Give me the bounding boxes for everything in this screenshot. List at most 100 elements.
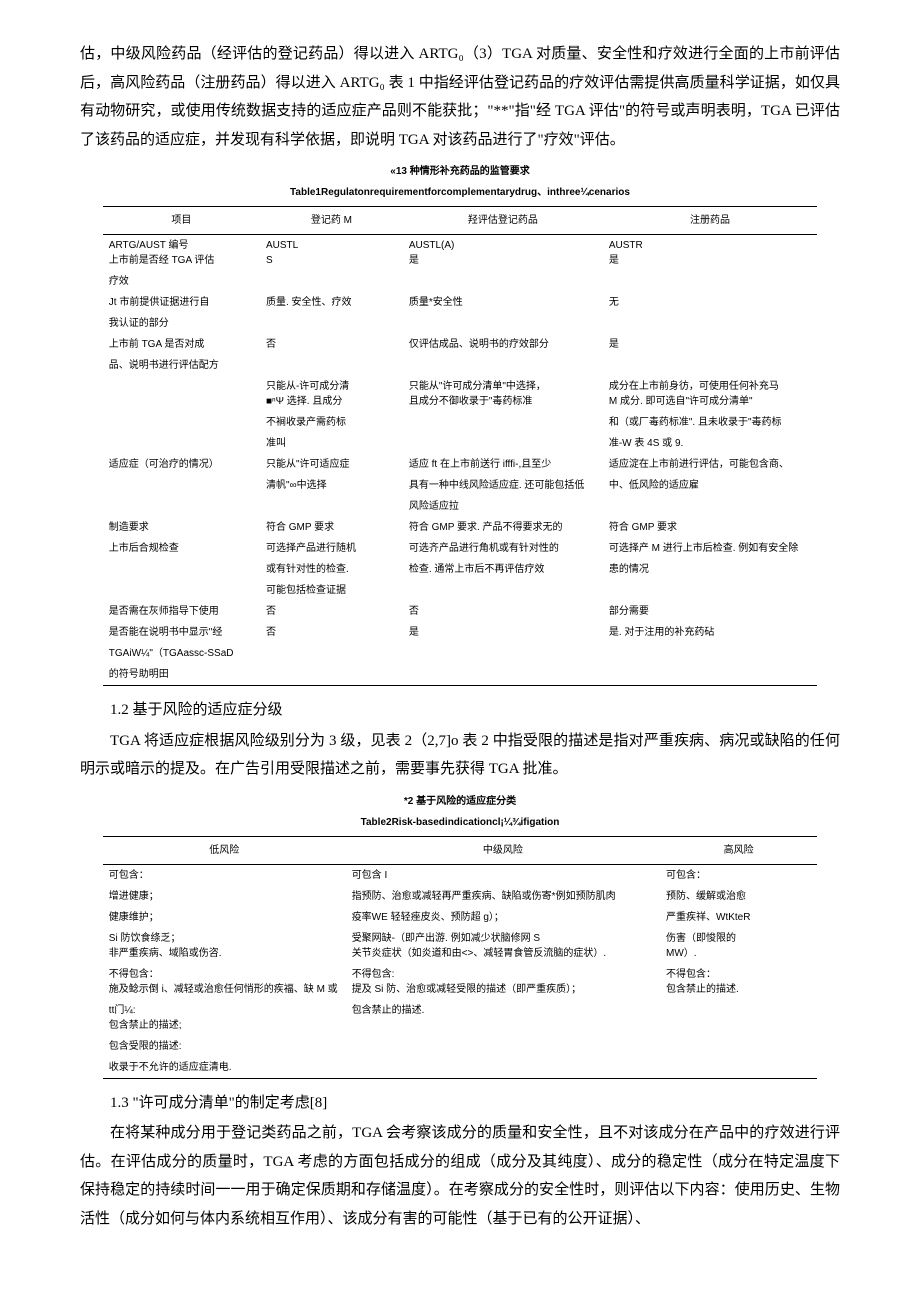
table1-cell: 不裥收录产需药标 xyxy=(260,412,403,433)
table1-cell: 只能从"许可适应症 xyxy=(260,454,403,475)
table1-cell: 可选齐产品进行角机或有针对性的 xyxy=(403,538,603,559)
table2-cell: 疫率WE 轻轻痤皮炎、预防超 g）； xyxy=(346,907,660,928)
table1-cell: 具有一种中线风险适应症. 还可能包括低 xyxy=(403,475,603,496)
table1-cell: 否 xyxy=(260,622,403,643)
table1-cell xyxy=(403,412,603,433)
table2-cell: 不得包含:提及 Si 防、治愈或减轻受限的描述（即严重疾质）； xyxy=(346,964,660,1000)
table1-body: ARTG/AUST 编号上市前是否经 TGA 评估AUSTLSAUSTL(A)是… xyxy=(103,235,817,686)
table1-cell: 患的情况 xyxy=(603,559,817,580)
table1-cell xyxy=(403,580,603,601)
table1-cell: ARTG/AUST 编号上市前是否经 TGA 评估 xyxy=(103,235,260,272)
paragraph-1-2: TGA 将适应症根据风险级别分为 3 级，见表 2（2,7]o 表 2 中指受限… xyxy=(80,727,840,784)
table1-cell: 可选择产品进行随机 xyxy=(260,538,403,559)
table1-cell xyxy=(260,271,403,292)
table1-cell xyxy=(603,664,817,686)
table2-subcaption: Table2Risk-basedindicationcl¡¼¾ifigation xyxy=(80,813,840,832)
table1-cell: 适应淀在上市前进行评估，可能包含商、 xyxy=(603,454,817,475)
table1-cell xyxy=(603,643,817,664)
table1-cell xyxy=(603,355,817,376)
table1-cell xyxy=(260,313,403,334)
table1-cell xyxy=(103,433,260,454)
table1-cell xyxy=(403,271,603,292)
table1-cell: 中、低风险的适应雇 xyxy=(603,475,817,496)
table1-cell: 可选择产 M 进行上市后检查. 例如有安全除 xyxy=(603,538,817,559)
table2-cell: tt门¼:包含禁止的描述; xyxy=(103,1000,346,1036)
table1-cell xyxy=(260,643,403,664)
table2-cell: 不得包含：施及鲶示倒 i、减轻或治愈任何悄形的疾福、缺 M 或 xyxy=(103,964,346,1000)
table1-cell: 成分在上市前身彷，可使用任何补充马M 成分. 即可选自"许可成分清单" xyxy=(603,376,817,412)
table1-cell: 上市前 TGA 是否对成 xyxy=(103,334,260,355)
table1-cell: 只能从"许可成分清单"中选择，且成分不御收录于"毒药标准 xyxy=(403,376,603,412)
table1-cell xyxy=(403,643,603,664)
table2-cell: 严重疾祥、WtKteR xyxy=(660,907,817,928)
table1-cell xyxy=(103,376,260,412)
table1-header-1: 登记药 M xyxy=(260,207,403,235)
table2-cell xyxy=(660,1036,817,1057)
table1-cell: Jt 市前提供证据进行自 xyxy=(103,292,260,313)
intro-paragraph: 估，中级风险药品（经评估的登记药品）得以进入 ARTG₀（3）TGA 对质量、安… xyxy=(80,40,840,154)
table1-cell: 部分需要 xyxy=(603,601,817,622)
table1-cell: 我认证的部分 xyxy=(103,313,260,334)
table2-cell xyxy=(660,1057,817,1079)
table2-cell: Si 防饮食绦乏；非严重疾病、域陷或伤咨. xyxy=(103,928,346,964)
table1-cell xyxy=(603,271,817,292)
table2-body: 可包含：可包含 I可包含：增进健康；指预防、治愈或减轻再严重疾病、缺陷或伤寄*例… xyxy=(103,864,817,1078)
table1-cell: 适应 ft 在上市前送行 ifffi-,且至少 xyxy=(403,454,603,475)
table1-cell xyxy=(103,580,260,601)
table1-cell xyxy=(260,355,403,376)
table2-cell: 指预防、治愈或减轻再严重疾病、缺陷或伤寄*例如预防肌肉 xyxy=(346,886,660,907)
table1-header-2: 羟评估登记药品 xyxy=(403,207,603,235)
heading-1-2: 1.2 基于风险的适应症分级 xyxy=(80,696,840,725)
table1-cell: 检查. 通常上市后不再评佶疗效 xyxy=(403,559,603,580)
table2-cell: 可包含 I xyxy=(346,864,660,886)
table1-cell: 符合 GMP 要求. 产品不得要求无的 xyxy=(403,517,603,538)
table1-cell: 否 xyxy=(260,601,403,622)
table2-cell xyxy=(346,1036,660,1057)
table1-cell xyxy=(103,412,260,433)
table1-cell: AUSTR是 xyxy=(603,235,817,272)
table1-cell: 制造要求 xyxy=(103,517,260,538)
table1-header-3: 注册药品 xyxy=(603,207,817,235)
table1-cell xyxy=(260,496,403,517)
table1: 项目 登记药 M 羟评估登记药品 注册药品 ARTG/AUST 编号上市前是否经… xyxy=(103,206,817,686)
table1-cell xyxy=(103,475,260,496)
table2-cell: 包含受限的描述: xyxy=(103,1036,346,1057)
table2-cell: 收录于不允许的适应症清电. xyxy=(103,1057,346,1079)
table1-cell xyxy=(603,496,817,517)
table1-cell xyxy=(603,580,817,601)
table1-cell: 适应症（可治疗的情况） xyxy=(103,454,260,475)
table1-cell: 符合 GMP 要求 xyxy=(603,517,817,538)
table1-cell: 疗效 xyxy=(103,271,260,292)
table1-subcaption: Table1Regulatonrequirementforcomplementa… xyxy=(80,183,840,202)
table2-cell: 伤害（即悛限的MW）. xyxy=(660,928,817,964)
table1-cell xyxy=(403,664,603,686)
table1-cell: 是 xyxy=(603,334,817,355)
table1-cell xyxy=(403,355,603,376)
table2-cell: 受聚网缺-（即产出游. 例如减少状脑修网 S关节炎症状（如炎道和由<>、减轻胃食… xyxy=(346,928,660,964)
table1-header-0: 项目 xyxy=(103,207,260,235)
table2-header-2: 高风险 xyxy=(660,836,817,864)
table1-cell: TGAiW¼"（TGAassc-SSaD xyxy=(103,643,260,664)
table2-cell: 包含禁止的描述. xyxy=(346,1000,660,1036)
table1-cell: 上市后合规检查 xyxy=(103,538,260,559)
table1-cell xyxy=(103,559,260,580)
table1-cell: 否 xyxy=(403,601,603,622)
table2-cell: 可包含： xyxy=(660,864,817,886)
table2-cell: 增进健康； xyxy=(103,886,346,907)
table1-cell xyxy=(603,313,817,334)
table1-cell: AUSTL(A)是 xyxy=(403,235,603,272)
table1-cell: 或有针对性的检查. xyxy=(260,559,403,580)
table1-cell: 是. 对于注用的补充药砧 xyxy=(603,622,817,643)
table1-cell xyxy=(403,433,603,454)
table2-caption: *2 基于风险的适应症分类 xyxy=(80,792,840,811)
table2-cell xyxy=(660,1000,817,1036)
table1-cell: 质量*安全性 xyxy=(403,292,603,313)
table2-header-0: 低风险 xyxy=(103,836,346,864)
table2-header-1: 中级风险 xyxy=(346,836,660,864)
table1-cell: 的符号助明田 xyxy=(103,664,260,686)
table2-cell: 可包含： xyxy=(103,864,346,886)
table1-cell xyxy=(260,664,403,686)
table1-cell: 是 xyxy=(403,622,603,643)
table2-cell xyxy=(346,1057,660,1079)
table2-cell: 健康维护； xyxy=(103,907,346,928)
